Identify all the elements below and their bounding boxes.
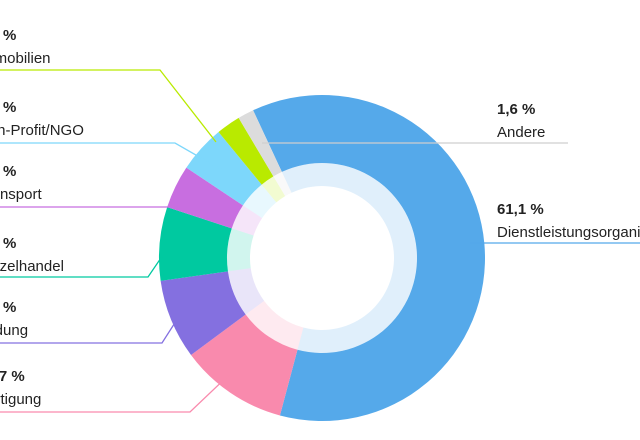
value-label: 2,4 %	[0, 27, 16, 44]
value-label: 10,7 %	[0, 368, 25, 385]
slice	[186, 132, 262, 206]
slice	[238, 110, 282, 177]
inner-slice	[261, 176, 286, 203]
value-label: 7,3 %	[0, 235, 16, 252]
slice	[167, 167, 243, 229]
inner-slice	[281, 163, 417, 353]
category-label: Bildung	[0, 322, 28, 339]
category-label: Non-Profit/NGO	[0, 122, 84, 139]
inner-slice	[227, 268, 265, 315]
leader-line	[0, 142, 223, 171]
slice	[218, 117, 274, 185]
inner-slice	[245, 300, 304, 350]
leader-line	[0, 69, 217, 143]
inner-slice	[227, 228, 254, 272]
leader-line	[0, 317, 179, 344]
inner-slice	[273, 171, 292, 197]
slice	[160, 271, 246, 356]
category-label: Fertigung	[0, 391, 41, 408]
slice	[158, 207, 232, 281]
leader-line	[0, 254, 164, 278]
value-label: 7,9 %	[0, 299, 16, 316]
value-label: 4,3 %	[0, 163, 16, 180]
category-label: Dienstleistungsorganisationen	[497, 224, 640, 241]
value-label: 4,7 %	[0, 99, 16, 116]
slice	[253, 94, 485, 421]
category-label: Transport	[0, 186, 42, 203]
leader-line	[0, 371, 233, 413]
value-label: 1,6 %	[497, 101, 535, 118]
inner-slice	[242, 184, 277, 219]
inner-slice	[231, 205, 263, 236]
category-label: Andere	[497, 124, 545, 141]
slice	[191, 314, 298, 416]
category-label: Immobilien	[0, 50, 51, 67]
value-label: 61,1 %	[497, 201, 544, 218]
category-label: Einzelhandel	[0, 258, 64, 275]
